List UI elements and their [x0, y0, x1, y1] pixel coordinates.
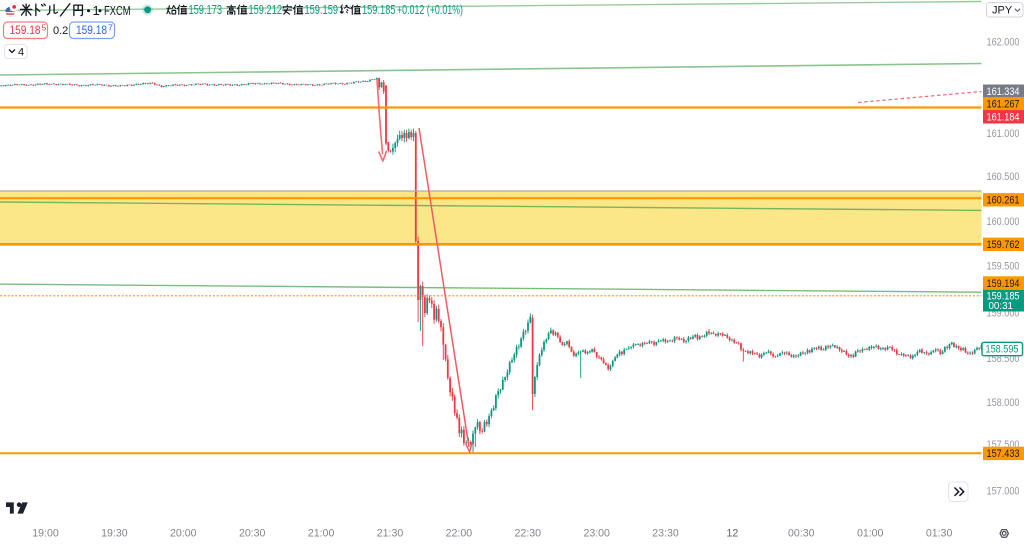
svg-text:19:00: 19:00 [32, 527, 59, 539]
svg-text:23:30: 23:30 [652, 527, 679, 539]
svg-text:161.000: 161.000 [987, 128, 1020, 140]
svg-text:00:31: 00:31 [988, 301, 1013, 312]
svg-text:159.212: 159.212 [249, 3, 283, 17]
svg-text:159.18: 159.18 [10, 23, 41, 37]
svg-text:157.433: 157.433 [987, 448, 1020, 460]
svg-text:161.184: 161.184 [987, 112, 1020, 124]
svg-text:20:30: 20:30 [239, 527, 266, 539]
svg-text:12: 12 [727, 527, 739, 539]
svg-text:20:00: 20:00 [170, 527, 197, 539]
svg-text:157.000: 157.000 [987, 486, 1020, 498]
svg-text:159.185: 159.185 [362, 3, 396, 17]
svg-text:159.173: 159.173 [189, 3, 223, 17]
svg-text:160.500: 160.500 [987, 171, 1020, 183]
svg-text:159.18: 159.18 [76, 23, 107, 37]
svg-text:FXCM: FXCM [104, 3, 131, 18]
svg-text:160.261: 160.261 [987, 195, 1020, 207]
svg-text:4: 4 [18, 47, 24, 59]
svg-text:158.595: 158.595 [986, 344, 1019, 356]
svg-text:23:00: 23:00 [583, 527, 610, 539]
svg-text:161.267: 161.267 [987, 99, 1020, 111]
svg-text:158.000: 158.000 [987, 397, 1020, 409]
svg-text:01:30: 01:30 [926, 527, 953, 539]
svg-text:21:00: 21:00 [308, 527, 335, 539]
svg-text:01:00: 01:00 [857, 527, 884, 539]
svg-text:JPY: JPY [992, 5, 1013, 17]
svg-text:19:30: 19:30 [101, 527, 128, 539]
svg-text:22:00: 22:00 [446, 527, 473, 539]
svg-text:162.000: 162.000 [987, 36, 1020, 48]
svg-text:22:30: 22:30 [515, 527, 542, 539]
svg-text:159.500: 159.500 [987, 261, 1020, 273]
svg-text:161.334: 161.334 [987, 86, 1020, 98]
svg-text:7: 7 [108, 23, 113, 33]
svg-text:1: 1 [93, 3, 100, 18]
svg-text:+0.012 (+0.01%): +0.012 (+0.01%) [397, 3, 463, 17]
svg-text:00:30: 00:30 [788, 527, 815, 539]
svg-text:0.2: 0.2 [53, 25, 68, 37]
svg-text:160.000: 160.000 [987, 216, 1020, 228]
svg-text:21:30: 21:30 [377, 527, 404, 539]
svg-text:159.185: 159.185 [987, 290, 1020, 302]
svg-text:159.762: 159.762 [987, 239, 1020, 251]
svg-text:159.159: 159.159 [305, 3, 339, 17]
svg-text:159.194: 159.194 [987, 278, 1020, 290]
svg-text:5: 5 [42, 23, 47, 33]
